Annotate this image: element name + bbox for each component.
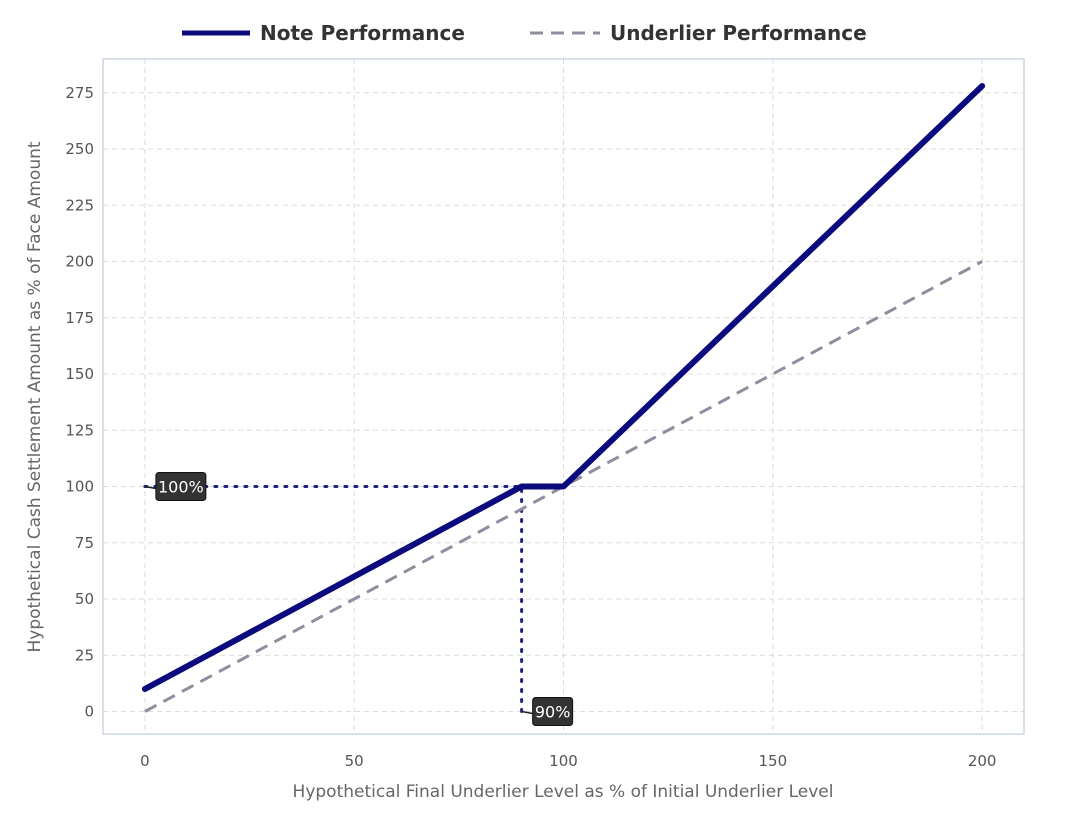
annotation-pointer-0 (144, 485, 156, 490)
y-axis-title: Hypothetical Cash Settlement Amount as %… (25, 141, 45, 652)
y-tick-label: 200 (65, 253, 94, 271)
y-tick-label: 250 (65, 140, 94, 158)
y-tick-label: 275 (65, 84, 94, 102)
legend-label-underlier-performance: Underlier Performance (610, 21, 867, 45)
y-tick-label: 25 (75, 646, 94, 664)
axis-ticks: 0 50 100 150 200 0 25 50 75 100 125 150 175 200 225 250… (65, 84, 996, 770)
annotation-pointer-1 (521, 710, 533, 715)
y-tick-label: 175 (65, 309, 94, 327)
annotations: 100% 90% (144, 472, 574, 726)
series-lines (141, 83, 986, 713)
plot-area-border (102, 58, 1025, 735)
annotation-box-1 (532, 697, 574, 726)
annotation-label-0: 100% (158, 478, 204, 497)
legend: Note Performance Underlier Performance (182, 21, 867, 45)
x-tick-label: 0 (140, 752, 150, 770)
x-axis-title: Hypothetical Final Underlier Level as % … (293, 782, 834, 802)
y-tick-label: 0 (84, 703, 94, 721)
y-tick-label: 150 (65, 365, 94, 383)
y-tick-label: 100 (65, 478, 94, 496)
x-tick-label: 100 (549, 752, 578, 770)
x-tick-label: 200 (968, 752, 997, 770)
legend-label-note-performance: Note Performance (260, 21, 465, 45)
x-tick-label: 150 (758, 752, 787, 770)
series-line-note-performance (141, 83, 986, 692)
annotation-box-0 (155, 472, 207, 501)
y-tick-label: 75 (75, 534, 94, 552)
y-tick-label: 50 (75, 590, 94, 608)
y-tick-label: 125 (65, 421, 94, 439)
annotation-label-1: 90% (535, 703, 571, 722)
x-tick-label: 50 (345, 752, 364, 770)
series-line-underlier-performance (144, 260, 983, 713)
y-tick-label: 225 (65, 196, 94, 214)
reference-lines (143, 485, 524, 713)
